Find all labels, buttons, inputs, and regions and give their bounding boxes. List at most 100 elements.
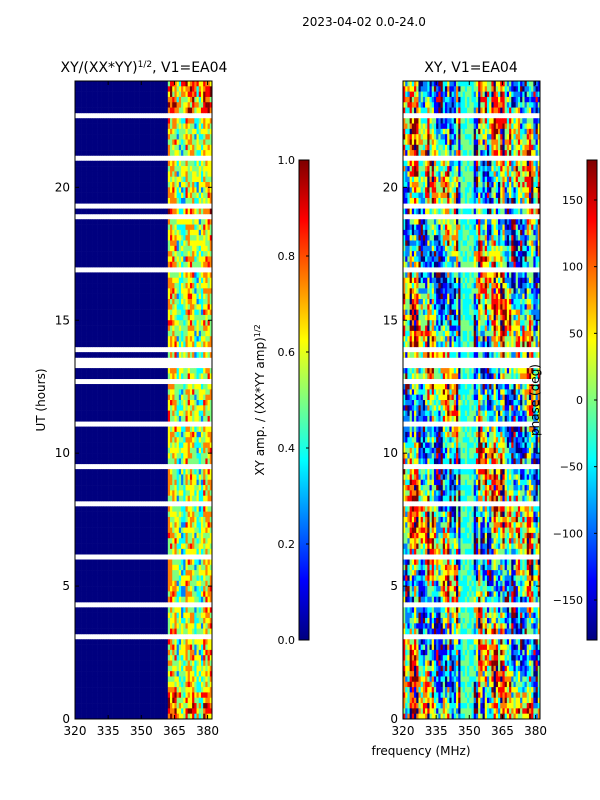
heatmap-cell: [121, 511, 124, 518]
heatmap-cell: [150, 107, 153, 114]
heatmap-cell: [167, 352, 171, 358]
heatmap-cell: [132, 144, 135, 151]
heatmap-cell: [185, 384, 188, 390]
heatmap-cell: [176, 330, 180, 337]
heatmap-cell: [158, 277, 162, 284]
heatmap-cell: [90, 405, 93, 411]
heatmap-cell: [119, 522, 122, 528]
heatmap-cell: [103, 543, 107, 550]
heatmap-cell: [154, 160, 158, 167]
heatmap-cell: [167, 516, 171, 523]
heatmap-cell: [81, 426, 85, 433]
heatmap-cell: [185, 442, 188, 449]
heatmap-cell: [99, 352, 102, 358]
heatmap-cell: [94, 277, 98, 284]
heatmap-cell: [165, 485, 169, 491]
heatmap-cell: [200, 229, 204, 236]
heatmap-cell: [176, 298, 180, 305]
heatmap-cell: [165, 219, 169, 225]
heatmap-cell: [198, 389, 202, 395]
heatmap-cell: [114, 522, 118, 528]
heatmap-cell: [105, 368, 109, 374]
heatmap-cell: [103, 309, 107, 316]
heatmap-cell: [105, 330, 109, 337]
heatmap-cell: [121, 336, 124, 342]
heatmap-cell: [97, 485, 100, 491]
heatmap-cell: [141, 538, 144, 544]
heatmap-cell: [108, 176, 111, 183]
heatmap-cell: [99, 229, 102, 236]
heatmap-cell: [170, 570, 173, 576]
heatmap-cell: [187, 373, 191, 380]
heatmap-cell: [178, 431, 182, 438]
heatmap-cell: [183, 86, 186, 92]
heatmap-cell: [156, 251, 160, 257]
heatmap-cell: [181, 437, 184, 443]
heatmap-cell: [187, 272, 191, 279]
heatmap-cell: [130, 559, 133, 566]
heatmap-cell: [154, 91, 158, 98]
heatmap-cell: [94, 176, 98, 183]
heatmap-cell: [189, 368, 193, 374]
heatmap-cell: [207, 458, 211, 465]
heatmap-cell: [194, 187, 197, 193]
heatmap-cell: [139, 431, 142, 438]
heatmap-cell: [139, 166, 142, 172]
heatmap-cell: [77, 288, 80, 294]
heatmap-cell: [125, 389, 129, 395]
heatmap-cell: [152, 384, 155, 390]
heatmap-cell: [163, 288, 166, 294]
heatmap-cell: [77, 293, 80, 300]
heatmap-cell: [163, 240, 166, 247]
heatmap-cell: [123, 107, 127, 114]
heatmap-cell: [77, 139, 80, 146]
heatmap-cell: [125, 410, 129, 417]
heatmap-cell: [105, 405, 109, 411]
heatmap-cell: [83, 431, 87, 438]
heatmap-cell: [207, 527, 211, 534]
heatmap-cell: [132, 288, 135, 294]
heatmap-cell: [176, 128, 180, 135]
heatmap-cell: [183, 564, 186, 571]
heatmap-cell: [103, 325, 107, 332]
heatmap-cell: [163, 400, 166, 406]
heatmap-cell: [196, 102, 200, 108]
heatmap-cell: [147, 564, 151, 571]
heatmap-cell: [154, 272, 158, 279]
heatmap-cell: [99, 559, 102, 566]
heatmap-cell: [99, 384, 102, 390]
heatmap-cell: [158, 474, 162, 481]
heatmap-cell: [90, 150, 93, 156]
heatmap-cell: [143, 538, 147, 544]
heatmap-cell: [192, 298, 195, 305]
heatmap-cell: [79, 197, 82, 204]
heatmap-cell: [194, 102, 197, 108]
heatmap-cell: [170, 437, 173, 443]
heatmap-cell: [170, 485, 173, 491]
heatmap-cell: [174, 538, 177, 544]
heatmap-cell: [90, 453, 93, 459]
heatmap-cell: [92, 506, 96, 512]
heatmap-cell: [99, 336, 102, 342]
heatmap-cell: [108, 96, 111, 103]
heatmap-cell: [130, 415, 133, 422]
heatmap-cell: [187, 309, 191, 316]
heatmap-cell: [167, 150, 171, 156]
heatmap-cell: [143, 479, 147, 486]
heatmap-cell: [158, 182, 162, 188]
heatmap-cell: [92, 160, 96, 167]
heatmap-cell: [94, 91, 98, 98]
heatmap-cell: [158, 166, 162, 172]
heatmap-cell: [170, 325, 173, 332]
heatmap-cell: [150, 240, 153, 247]
heatmap-cell: [130, 506, 133, 512]
heatmap-cell: [99, 479, 102, 486]
heatmap-cell: [170, 458, 173, 465]
heatmap-cell: [81, 474, 85, 481]
heatmap-cell: [161, 224, 164, 231]
heatmap-cell: [189, 96, 193, 103]
heatmap-cell: [90, 447, 93, 454]
heatmap-cell: [83, 219, 87, 225]
heatmap-cell: [88, 389, 91, 395]
heatmap-cell: [88, 394, 91, 401]
